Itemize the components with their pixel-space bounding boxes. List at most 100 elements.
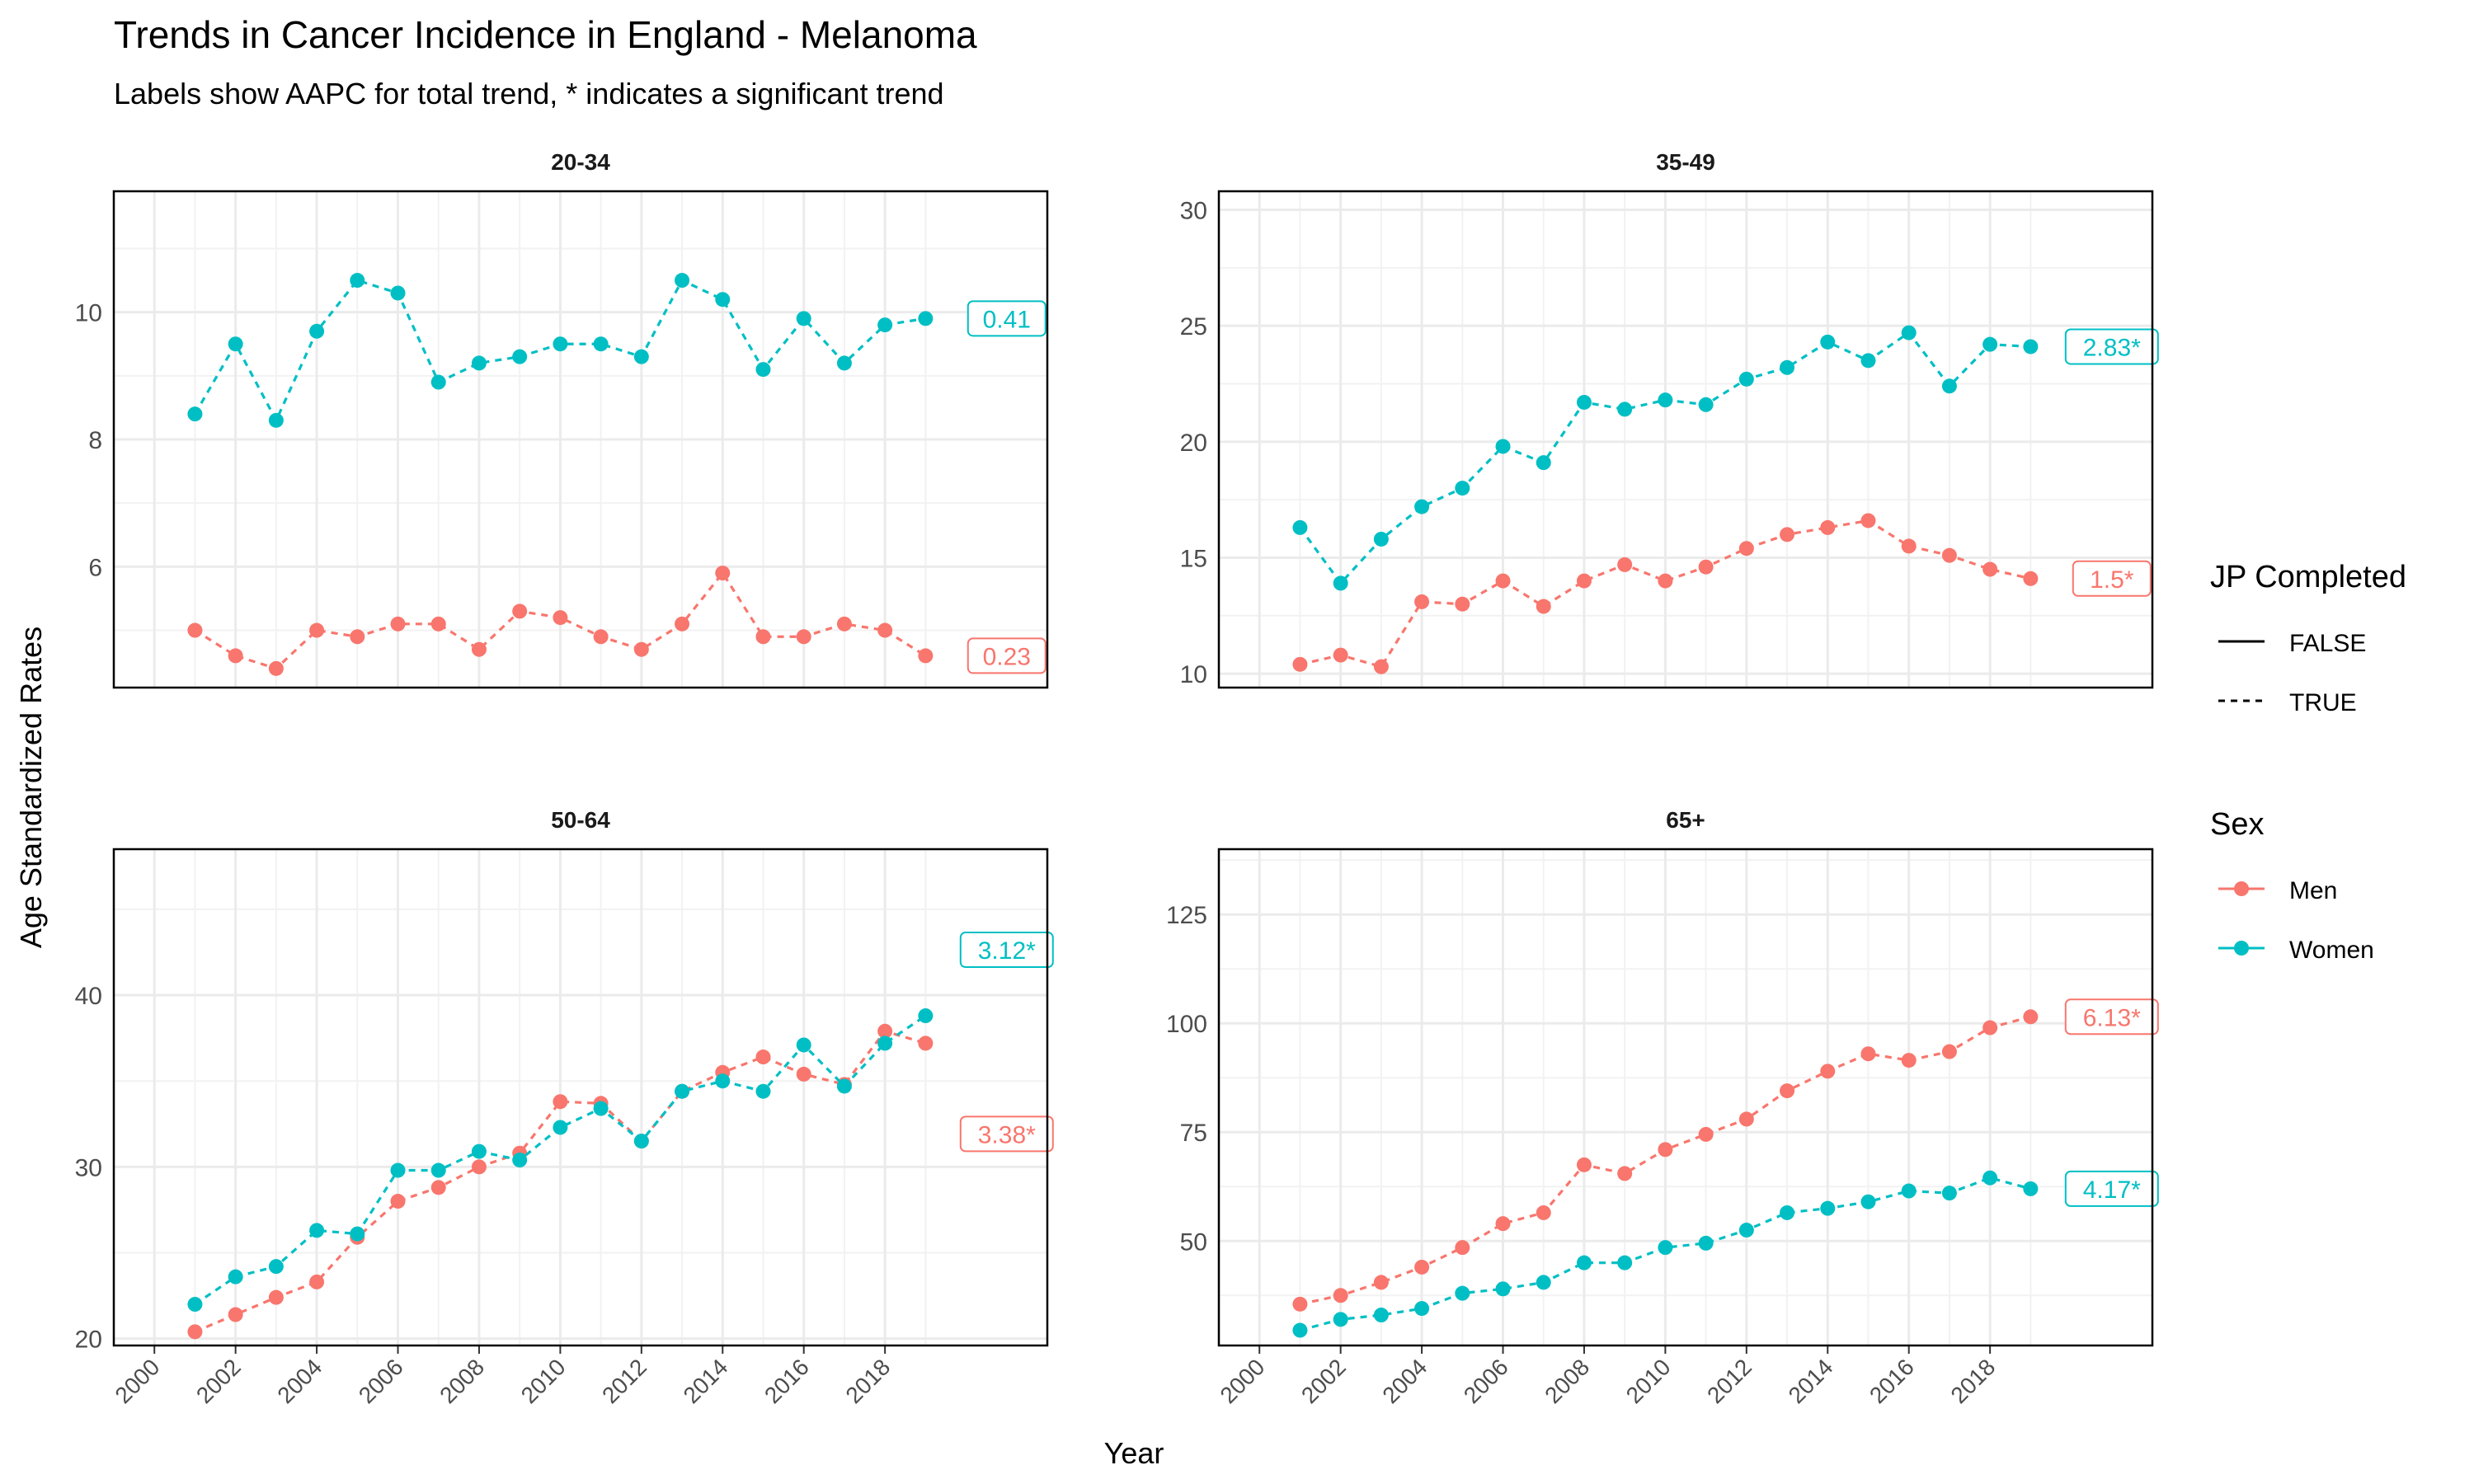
- chart-subtitle: Labels show AAPC for total trend, * indi…: [114, 77, 944, 110]
- data-point: [755, 1050, 771, 1065]
- data-point: [390, 616, 406, 632]
- data-point: [1333, 1312, 1348, 1327]
- aapc-label-box: [959, 932, 1054, 969]
- panel-0: 6 8 10 20-34 0.23 0.41: [75, 149, 1049, 689]
- data-point: [593, 336, 609, 352]
- data-point: [187, 1297, 203, 1313]
- data-point: [268, 660, 284, 676]
- data-point: [430, 616, 446, 632]
- data-point: [1495, 1216, 1511, 1232]
- data-point: [1576, 394, 1592, 410]
- aapc-label: 3.12*: [978, 937, 1036, 965]
- legend-linetype: JP Completed FALSE TRUE: [2210, 560, 2406, 716]
- aapc-label-box: [967, 637, 1047, 674]
- x-tick-label: 2006: [1459, 1354, 1513, 1408]
- y-tick-label: 20: [75, 1327, 102, 1354]
- data-point: [1617, 1255, 1633, 1270]
- data-point: [1292, 519, 1308, 535]
- data-point: [553, 610, 568, 626]
- data-point: [228, 1269, 243, 1284]
- y-tick-label: 10: [75, 300, 102, 327]
- data-point: [1982, 336, 1998, 352]
- data-point: [1738, 371, 1754, 387]
- data-point: [1536, 599, 1551, 614]
- aapc-label: 0.41: [983, 306, 1031, 333]
- y-tick-label: 125: [1166, 902, 1207, 929]
- aapc-label: 1.5*: [2090, 566, 2134, 594]
- aapc-label-box: [967, 300, 1047, 337]
- data-point: [1658, 1142, 1673, 1158]
- data-point: [1658, 573, 1673, 589]
- data-point: [1414, 1301, 1430, 1317]
- x-tick-label: 2000: [1215, 1354, 1269, 1408]
- data-point: [1982, 1020, 1998, 1036]
- legend-item-false: FALSE: [2289, 630, 2366, 657]
- data-point: [228, 648, 243, 664]
- data-point: [309, 1223, 325, 1238]
- legend-linetype-title: JP Completed: [2210, 560, 2406, 594]
- data-point: [187, 406, 203, 422]
- y-axis-title: Age Standardized Rates: [14, 627, 48, 948]
- data-point: [512, 1153, 528, 1168]
- data-point: [1292, 656, 1308, 672]
- data-point: [268, 1259, 284, 1275]
- data-point: [675, 616, 690, 632]
- aapc-label-box: [2064, 998, 2159, 1036]
- data-point: [796, 1037, 811, 1053]
- panel-3: 50 75 100 125 65+ 2000 2002 2004 2006 2008 2010 201…: [1166, 807, 2159, 1408]
- panel-title: 20-34: [551, 149, 610, 175]
- data-point: [471, 641, 487, 657]
- data-point: [1941, 547, 1957, 563]
- data-point: [796, 1066, 811, 1082]
- data-point: [512, 349, 528, 364]
- y-tick-label: 40: [75, 983, 102, 1010]
- data-point: [1576, 1157, 1592, 1172]
- x-tick-label: 2010: [516, 1354, 571, 1408]
- data-point: [1698, 397, 1714, 412]
- data-point: [430, 374, 446, 390]
- data-point: [1536, 1275, 1551, 1290]
- data-point: [1698, 1235, 1714, 1251]
- data-point: [715, 566, 731, 581]
- x-tick-label: 2008: [1540, 1354, 1594, 1408]
- data-point: [877, 1036, 893, 1051]
- data-point: [1414, 499, 1430, 514]
- data-point: [836, 355, 852, 371]
- data-point: [471, 1144, 487, 1159]
- data-point: [1333, 575, 1348, 591]
- y-tick-label: 8: [88, 427, 102, 454]
- data-point: [1455, 1240, 1470, 1256]
- x-tick-label: 2018: [1945, 1354, 2000, 1408]
- aapc-label: 4.17*: [2083, 1176, 2141, 1204]
- data-point: [2023, 339, 2039, 355]
- panels: 6 8 10 20-34 0.23 0.41 10 15 20 25 30 35-49 1.5* 2.83…: [75, 149, 2159, 1408]
- data-point: [390, 1194, 406, 1209]
- panel-1: 10 15 20 25 30 35-49 1.5* 2.83*: [1180, 149, 2159, 689]
- legend-item-men: Men: [2289, 877, 2337, 904]
- data-point: [1820, 334, 1836, 350]
- data-point: [1780, 1083, 1795, 1099]
- data-point: [1373, 1275, 1389, 1290]
- data-point: [918, 1036, 934, 1051]
- panel-border: [112, 848, 1049, 1347]
- legend-item-women: Women: [2289, 937, 2374, 964]
- data-point: [1901, 325, 1917, 340]
- data-point: [309, 622, 325, 638]
- y-tick-label: 20: [1180, 430, 1207, 457]
- data-point: [918, 311, 934, 326]
- aapc-label: 6.13*: [2083, 1004, 2141, 1031]
- data-point: [1780, 527, 1795, 542]
- y-tick-label: 30: [1180, 198, 1207, 225]
- data-point: [877, 317, 893, 333]
- aapc-label-box: [2072, 560, 2152, 597]
- data-point: [593, 629, 609, 645]
- y-tick-label: 30: [75, 1154, 102, 1181]
- data-point: [633, 641, 649, 657]
- data-point: [350, 273, 365, 289]
- legend-item-true: TRUE: [2289, 689, 2357, 716]
- data-point: [512, 603, 528, 619]
- data-point: [1617, 402, 1633, 417]
- data-point: [1941, 378, 1957, 394]
- data-point: [553, 336, 568, 352]
